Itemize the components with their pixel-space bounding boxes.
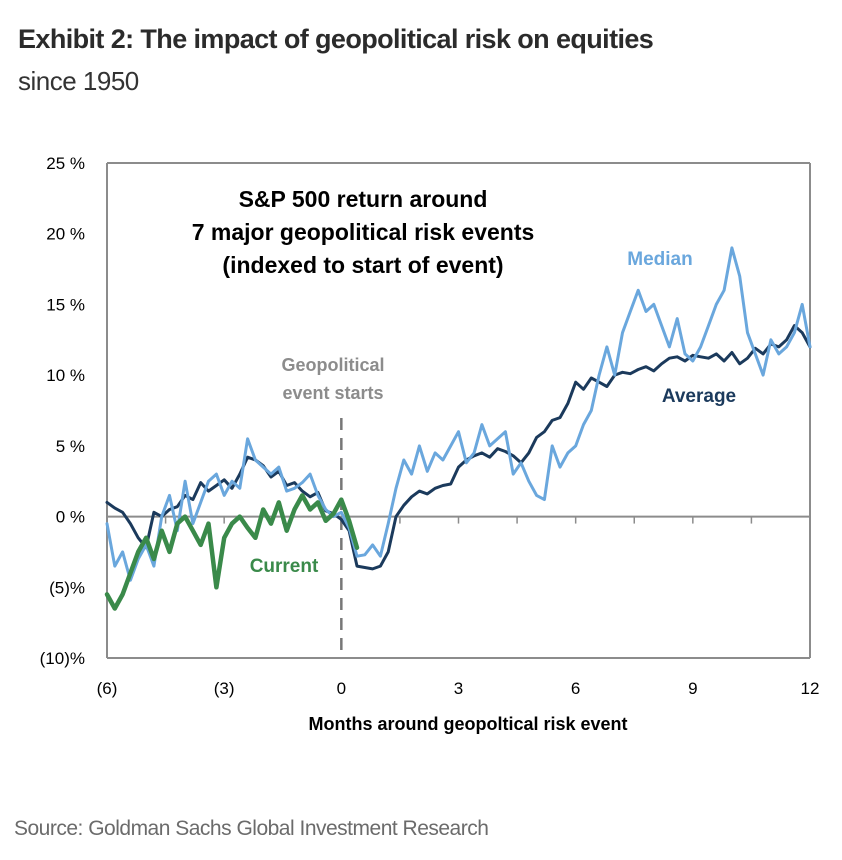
chart-title-line-1: S&P 500 return around xyxy=(239,186,488,212)
y-tick-label: 5 % xyxy=(56,437,85,456)
y-tick-label: 20 % xyxy=(46,225,85,244)
exhibit-subtitle: since 1950 xyxy=(18,66,139,96)
event-label-line-2: event starts xyxy=(282,383,383,403)
x-axis-label: Months around geopoltical risk event xyxy=(308,714,627,734)
x-tick-label: 9 xyxy=(688,679,697,698)
y-tick-label: (10)% xyxy=(40,649,85,668)
y-tick-label: 0 % xyxy=(56,508,85,527)
exhibit-title: Exhibit 2: The impact of geopolitical ri… xyxy=(18,24,654,54)
x-tick-label: (3) xyxy=(214,679,235,698)
x-axis-ticks: (6) (3) 0 3 6 9 12 xyxy=(97,679,820,698)
chart-title-line-3: (indexed to start of event) xyxy=(222,252,503,278)
source-note: Source: Goldman Sachs Global Investment … xyxy=(14,817,489,840)
y-tick-label: 25 % xyxy=(46,154,85,173)
event-label-line-1: Geopolitical xyxy=(281,355,384,375)
line-chart: 25 % 20 % 15 % 10 % 5 % 0 % (5)% (10)% (6) (3) 0 3… xyxy=(40,154,820,734)
y-axis-ticks: 25 % 20 % 15 % 10 % 5 % 0 % (5)% (10)% xyxy=(40,154,85,668)
plot-frame xyxy=(106,162,811,659)
x-tick-label: 12 xyxy=(801,679,820,698)
series-line-median xyxy=(105,246,812,582)
y-tick-label: 15 % xyxy=(46,295,85,314)
series-line-average xyxy=(105,324,812,571)
average-label: Average xyxy=(662,386,736,407)
x-tick-label: 3 xyxy=(454,679,463,698)
x-tick-label: 6 xyxy=(571,679,580,698)
x-tick-label: (6) xyxy=(97,679,118,698)
median-label: Median xyxy=(627,249,692,270)
series-line-current xyxy=(104,493,360,611)
y-tick-label: (5)% xyxy=(49,578,85,597)
x-tick-label: 0 xyxy=(337,679,346,698)
series-layer xyxy=(104,246,812,611)
y-tick-label: 10 % xyxy=(46,366,85,385)
chart-title-line-2: 7 major geopolitical risk events xyxy=(192,219,535,245)
current-label: Current xyxy=(250,556,319,577)
